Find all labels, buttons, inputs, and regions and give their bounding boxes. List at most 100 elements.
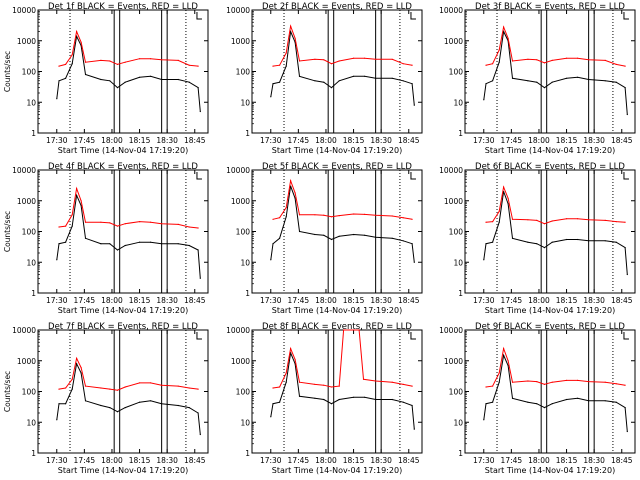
data-point [485, 243, 487, 245]
data-point [498, 49, 500, 51]
y-axis-label: Counts/sec [3, 371, 12, 412]
data-point [270, 416, 272, 418]
x-tick-label: 18:30 [583, 136, 605, 145]
data-point [323, 59, 325, 61]
data-point [492, 401, 494, 403]
data-point [503, 354, 505, 356]
x-axis-label: Start Time (14-Nov-04 17:19:20) [272, 306, 402, 315]
data-point [626, 273, 628, 276]
data-point [294, 192, 296, 194]
data-point [411, 243, 413, 245]
data-point [124, 81, 126, 83]
data-point [177, 59, 179, 62]
data-point [536, 81, 538, 83]
data-point [588, 400, 590, 402]
y-tick-label: 1000 [17, 197, 36, 206]
state-marker [196, 332, 202, 340]
data-point [84, 385, 87, 387]
x-tick-label: 18:30 [370, 456, 392, 465]
data-point [353, 233, 355, 236]
x-tick-label: 18:00 [101, 456, 123, 465]
plot-frame [464, 169, 636, 294]
x-tick-label: 18:00 [528, 136, 550, 145]
series-line-events [56, 193, 201, 279]
chart-panel: Det 4f BLACK = Events, RED = LLD 1 10 100 10… [3, 162, 209, 315]
data-point [188, 81, 190, 83]
chart-title: Det 4f BLACK = Events, RED = LLD [48, 162, 198, 172]
data-point [109, 407, 111, 409]
data-point [492, 385, 494, 387]
data-point [498, 210, 500, 212]
data-point [76, 35, 78, 37]
data-point [577, 76, 579, 78]
data-point [402, 383, 404, 385]
series-line-events [270, 185, 415, 263]
data-point [536, 381, 538, 383]
x-tick-label: 17:45 [501, 296, 523, 305]
data-point [65, 63, 67, 65]
data-point [150, 382, 152, 384]
data-point [188, 407, 190, 409]
y-tick-label: 100 [236, 68, 251, 77]
data-point [71, 388, 73, 390]
series-line-lld [485, 25, 626, 67]
data-point [338, 385, 340, 387]
data-point [604, 59, 606, 62]
series-line-lld [58, 186, 199, 229]
data-point [116, 249, 119, 251]
data-point [109, 60, 111, 62]
data-point [527, 80, 529, 82]
series-line-events [483, 191, 628, 275]
data-point [124, 223, 126, 225]
data-point [624, 65, 626, 67]
data-point [188, 226, 190, 228]
y-tick-label: 1000 [231, 37, 250, 46]
x-tick-label: 17:45 [501, 136, 523, 145]
data-point [150, 221, 152, 223]
data-point [100, 387, 102, 389]
data-point [197, 65, 199, 67]
state-marker [410, 12, 416, 20]
data-point [413, 428, 415, 430]
data-point [511, 77, 514, 79]
data-point [80, 41, 82, 43]
data-point [197, 412, 199, 414]
data-point [402, 80, 404, 82]
data-point [353, 57, 355, 59]
data-point [71, 54, 73, 56]
data-point [358, 329, 360, 331]
data-point [353, 213, 355, 215]
data-point [624, 221, 626, 223]
data-point [65, 225, 67, 227]
data-point [551, 220, 553, 222]
data-point [279, 64, 281, 66]
y-tick-label: 1 [245, 449, 250, 458]
y-tick-label: 1 [458, 129, 463, 138]
data-point [536, 243, 538, 245]
data-point [551, 381, 553, 383]
x-tick-label: 18:45 [184, 136, 206, 145]
y-tick-label: 1 [245, 129, 250, 138]
data-point [100, 404, 102, 407]
data-point [498, 61, 500, 63]
x-tick-label: 17:45 [501, 456, 523, 465]
chart-panel: Det 8f BLACK = Events, RED = LLD 1 10 100 10… [226, 322, 423, 475]
data-point [298, 395, 301, 397]
data-point [279, 401, 281, 403]
data-point [56, 259, 58, 261]
data-point [177, 78, 179, 81]
x-axis-label: Start Time (14-Nov-04 17:19:20) [485, 466, 615, 475]
x-tick-label: 18:00 [528, 456, 550, 465]
data-point [76, 187, 78, 190]
data-point [298, 230, 301, 233]
data-point [285, 207, 287, 209]
y-tick-label: 1000 [444, 37, 463, 46]
x-tick-label: 18:00 [101, 296, 123, 305]
x-tick-label: 18:45 [398, 456, 420, 465]
data-point [485, 83, 487, 85]
data-point [56, 98, 58, 100]
x-axis-label: Start Time (14-Nov-04 17:19:20) [58, 466, 188, 475]
y-tick-label: 10000 [439, 166, 463, 175]
data-point [298, 60, 301, 62]
data-point [588, 59, 590, 61]
